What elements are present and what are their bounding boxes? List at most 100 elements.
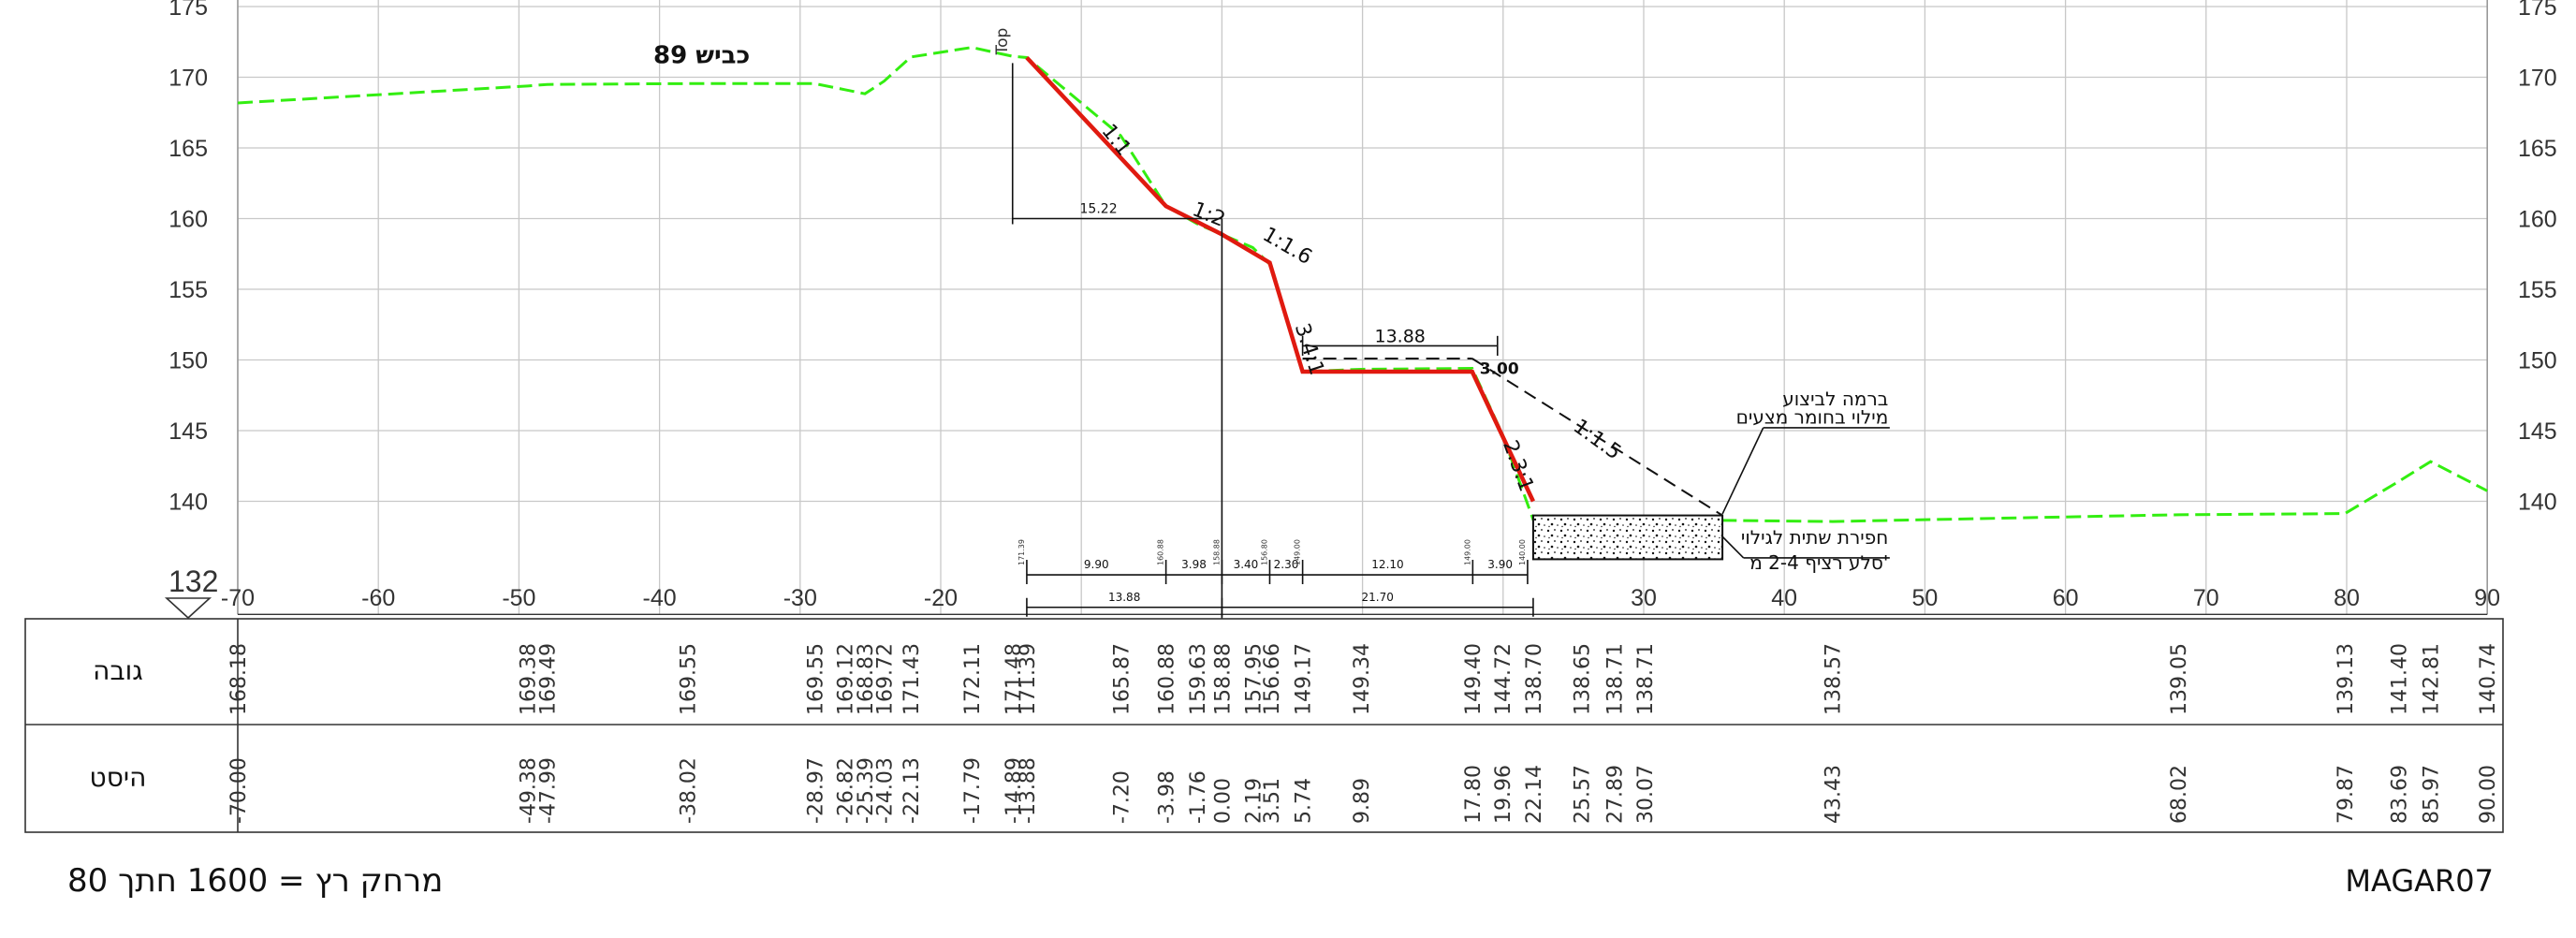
x-tick-label: -30 [783, 585, 817, 611]
table-cell-distance: -7.20 [1110, 770, 1134, 824]
table-cell-elevation: 160.88 [1156, 643, 1179, 715]
table-cell-elevation: 172.11 [961, 643, 985, 715]
trench-gravel-block [1531, 514, 1724, 561]
table-cell-elevation: 169.38 [518, 643, 541, 715]
segment-length-label: 12.10 [1371, 558, 1403, 571]
dimension-label-13-88: 13.88 [1375, 326, 1426, 346]
row-label-distance: היסט [90, 762, 147, 793]
table-cell-distance: 79.87 [2334, 765, 2358, 824]
table-cell-distance: 30.07 [1634, 765, 1658, 824]
table-cell-distance: -38.02 [677, 757, 700, 824]
x-tick-label: 50 [1911, 585, 1938, 611]
y-tick-label-right: 145 [2518, 418, 2557, 445]
segment-length-label: 3.40 [1234, 558, 1259, 571]
dimension-label-3-00: 3.00 [1480, 360, 1519, 379]
table-cell-distance: 19.96 [1492, 765, 1515, 824]
y-tick-label-right: 140 [2518, 490, 2557, 516]
existing-ground-line [238, 46, 2488, 523]
table-cell-distance: -24.03 [873, 757, 897, 824]
table-cell-distance: 25.57 [1571, 765, 1594, 824]
table-cell-distance: 2.19 [1242, 778, 1266, 824]
table-cell-distance: 3.51 [1261, 778, 1284, 824]
y-tick-label-left: 160 [168, 207, 208, 233]
table-cell-distance: 5.74 [1293, 778, 1316, 824]
datum-label: 132 [168, 564, 218, 598]
x-tick-label: -60 [361, 585, 395, 611]
table-frame [24, 618, 2504, 833]
table-cell-elevation: 141.40 [2388, 643, 2411, 715]
table-cell-distance: -13.88 [1017, 757, 1040, 824]
segment-elevation-label: 140.00 [1518, 539, 1527, 565]
table-cell-elevation: 169.55 [677, 643, 700, 715]
trench-callout-line2: סלע רציף 2-4 מ' [1749, 551, 1888, 574]
y-tick-label-left: 155 [168, 277, 208, 303]
table-cell-elevation: 169.49 [537, 643, 561, 715]
table-cell-elevation: 138.71 [1603, 643, 1627, 715]
table-cell-elevation: 165.87 [1110, 643, 1134, 715]
x-tick-label: 70 [2193, 585, 2219, 611]
table-cell-distance: 85.97 [2421, 765, 2444, 824]
table-cell-elevation: 171.48 [1003, 643, 1026, 715]
table-cell-elevation: 169.55 [804, 643, 827, 715]
x-tick-label: -70 [221, 585, 255, 611]
table-cell-distance: -70.00 [227, 757, 251, 824]
table-cell-elevation: 158.88 [1211, 643, 1235, 715]
table-cell-distance: 17.80 [1462, 765, 1486, 824]
datum-triangle-icon [164, 597, 212, 620]
y-tick-label-right: 175 [2518, 0, 2557, 21]
slope-label: 1:1.5 [1569, 415, 1625, 464]
table-cell-distance: -28.97 [804, 757, 827, 824]
berm-leader-line [1721, 427, 1764, 515]
dimension-label-15-22: 15.22 [1080, 202, 1118, 217]
segment-length-label: 3.98 [1181, 558, 1207, 571]
y-tick-label-left: 140 [168, 490, 208, 516]
table-cell-distance: 83.69 [2388, 765, 2411, 824]
y-tick-label-left: 170 [168, 66, 208, 92]
y-tick-label-left: 150 [168, 348, 208, 374]
table-cell-distance: -47.99 [537, 757, 561, 824]
row-label-elevation: גובה [93, 655, 143, 686]
trench-leader-line [1721, 535, 1745, 559]
segment-elevation-label: 158.88 [1212, 539, 1221, 565]
table-cell-elevation: 139.13 [2334, 643, 2358, 715]
table-cell-elevation: 168.18 [227, 643, 251, 715]
y-axis-right: 140 145 150 155 160 165 170 175 [2518, 0, 2557, 516]
datum-marker: 132 [164, 564, 218, 620]
dimension-label-bottom-21-70: 21.70 [1361, 591, 1393, 604]
berm-callout-line1: ברמה לביצוע [1782, 388, 1888, 410]
trench-callout-line1: חפירת שתית לגילוי [1741, 526, 1888, 549]
segment-elevation-label: 156.80 [1260, 539, 1268, 565]
table-cell-elevation: 149.34 [1351, 643, 1374, 715]
x-axis: -70 -60 -50 -40 -30 -20 30 40 50 60 70 80 90 [221, 585, 2500, 615]
y-tick-label-left: 175 [168, 0, 208, 21]
table-cell-elevation: 168.83 [855, 643, 878, 715]
segment-elevation-label: 160.88 [1157, 539, 1165, 565]
table-cell-elevation: 171.43 [900, 643, 924, 715]
table-cell-distance: 9.89 [1351, 778, 1374, 824]
table-cell-elevation: 169.12 [835, 643, 858, 715]
y-tick-label-left: 145 [168, 418, 208, 445]
y-tick-label-right: 170 [2518, 66, 2557, 92]
table-cell-elevation: 149.40 [1462, 643, 1486, 715]
scale-note: מרחק רץ = 1600 חתך 80 [67, 862, 443, 900]
drawing-id: MAGAR07 [2345, 863, 2494, 899]
table-cell-distance: -25.39 [855, 757, 878, 824]
y-tick-label-right: 165 [2518, 136, 2557, 162]
table-cell-distance: -17.79 [961, 757, 985, 824]
table-cell-distance: 22.14 [1523, 765, 1546, 824]
table-cell-elevation: 142.81 [2421, 643, 2444, 715]
berm-callout-line2: מילוי בחומר מצעים [1736, 405, 1889, 428]
top-marker-label: Top [993, 28, 1012, 56]
y-axis-left: 140 145 150 155 160 165 170 175 [168, 0, 208, 516]
table-cell-elevation: 157.95 [1242, 643, 1266, 715]
x-tick-label: 40 [1771, 585, 1797, 611]
table-cell-distance: 68.02 [2168, 765, 2191, 824]
table-cell-distance: -3.98 [1156, 770, 1179, 824]
x-tick-label: -40 [643, 585, 677, 611]
elevation-table: גובה היסט 168.18 -70.00 169.38 -49.38 169.49… [24, 618, 2504, 833]
table-cell-distance: -49.38 [518, 757, 541, 824]
table-cell-distance: -26.82 [835, 757, 858, 824]
slope-label: 1:1 [1097, 120, 1135, 160]
table-cell-distance: 0.00 [1211, 778, 1235, 824]
